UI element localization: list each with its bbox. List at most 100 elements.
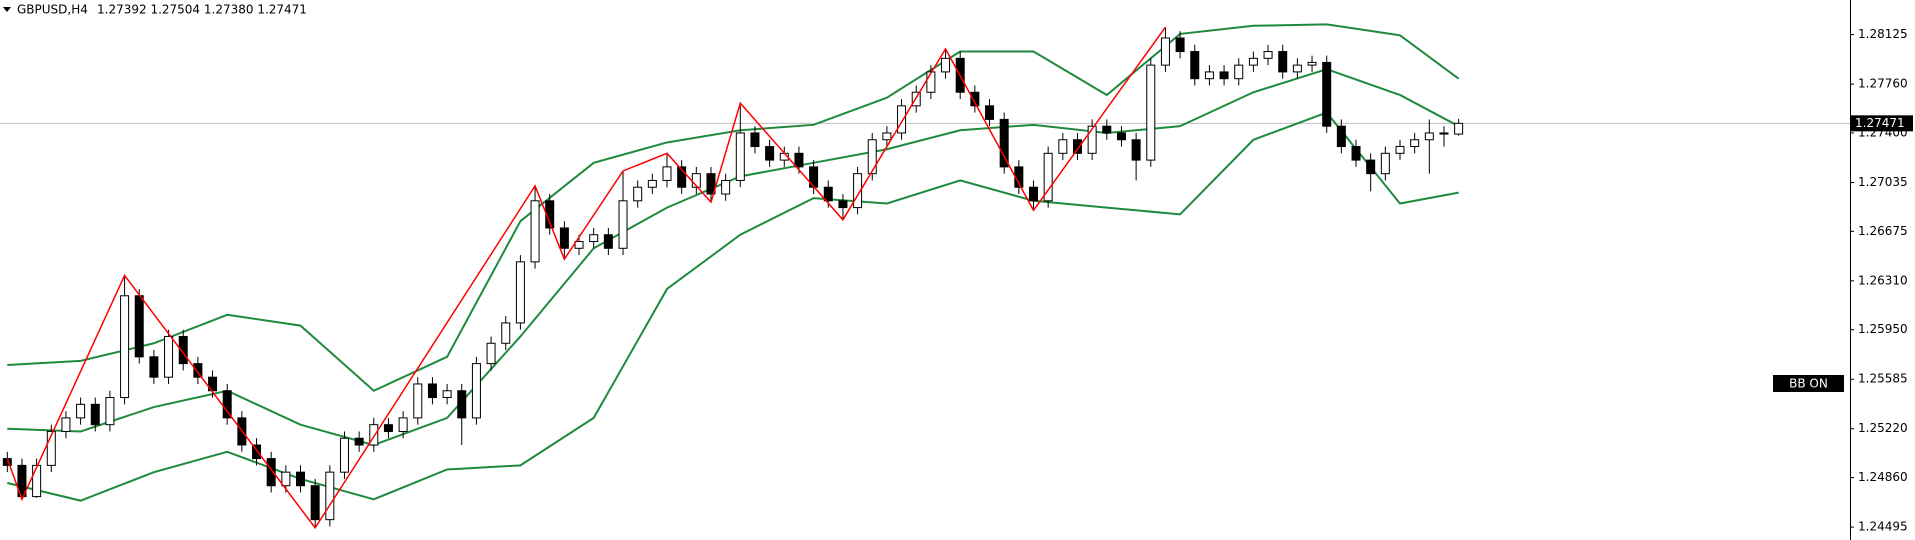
- candle-body: [1146, 64, 1156, 161]
- candle-body: [354, 437, 364, 446]
- candle-body: [970, 91, 980, 107]
- candle-body: [647, 179, 657, 188]
- candle-body: [530, 200, 540, 263]
- candle-body: [1072, 139, 1082, 154]
- y-tick-label: 1.27760: [1858, 77, 1908, 91]
- candle-body: [574, 241, 584, 249]
- candle-body: [765, 146, 775, 161]
- candle-body: [662, 166, 672, 181]
- candle-body: [61, 417, 71, 432]
- candle-body: [1410, 139, 1420, 148]
- candle-body: [853, 173, 863, 209]
- candle-body: [1439, 132, 1449, 135]
- candle-body: [794, 152, 804, 168]
- candle-body: [941, 57, 951, 73]
- candle-body: [1102, 125, 1112, 134]
- candle-body: [222, 390, 232, 419]
- candle-body: [1160, 37, 1170, 66]
- y-tick-label: 1.28125: [1858, 27, 1908, 41]
- candle-body: [427, 383, 437, 399]
- candle-body: [750, 132, 760, 148]
- candle-body: [134, 295, 144, 358]
- candle-body: [633, 186, 643, 202]
- candle-body: [457, 390, 467, 419]
- candle-body: [1234, 64, 1244, 80]
- candle-body: [1190, 51, 1200, 80]
- candle-body: [999, 118, 1009, 168]
- y-tick-label: 1.25585: [1858, 372, 1908, 386]
- candle-body: [105, 397, 115, 426]
- candle-body: [926, 71, 936, 93]
- candle-body: [369, 424, 379, 446]
- y-tick-label: 1.24495: [1858, 520, 1908, 534]
- candle-body: [339, 437, 349, 473]
- candle-body: [559, 227, 569, 249]
- candle-body: [1204, 71, 1214, 80]
- candle-body: [193, 363, 203, 378]
- bb-button[interactable]: [1773, 375, 1844, 392]
- candle-body: [310, 485, 320, 521]
- candle-body: [1380, 152, 1390, 175]
- candle-body: [1424, 132, 1434, 141]
- candle-body: [149, 356, 159, 378]
- candle-body: [1263, 51, 1273, 59]
- candle-body: [1307, 61, 1317, 66]
- candle-body: [383, 424, 393, 432]
- y-tick-label: 1.27035: [1858, 175, 1908, 189]
- candle-body: [1087, 125, 1097, 154]
- candle-body: [266, 458, 276, 487]
- last-price-box: [1851, 115, 1913, 132]
- candle-body: [120, 295, 130, 399]
- candle-body: [1116, 132, 1126, 141]
- candle-body: [603, 234, 613, 249]
- candle-body: [90, 403, 100, 426]
- candle-body: [838, 200, 848, 209]
- candle-body: [897, 105, 907, 134]
- candle-body: [1336, 125, 1346, 148]
- zigzag: [6, 26, 1167, 530]
- candle-body: [1248, 57, 1258, 66]
- candle-body: [1351, 146, 1361, 161]
- candle-body: [32, 464, 42, 498]
- candle-body: [515, 261, 525, 324]
- candle-body: [882, 132, 892, 141]
- y-tick-label: 1.25220: [1858, 421, 1908, 435]
- candle-body: [1029, 186, 1038, 202]
- candle-body: [1131, 139, 1141, 161]
- candle-body: [1366, 159, 1376, 175]
- y-tick-label: 1.26675: [1858, 224, 1908, 238]
- candle-body: [1175, 37, 1185, 53]
- candle-body: [706, 173, 716, 195]
- candle-body: [486, 342, 496, 365]
- candle-body: [442, 390, 452, 399]
- candle-body: [296, 471, 305, 487]
- candle-body: [471, 363, 481, 419]
- candle-body: [17, 464, 27, 498]
- candle-body: [76, 403, 86, 419]
- candle-body: [252, 444, 262, 460]
- candle-body: [721, 179, 731, 195]
- candle-body: [281, 471, 291, 487]
- menu-arrow[interactable]: [3, 7, 11, 12]
- last-price-label: 1.27471: [1855, 116, 1905, 130]
- candle-body: [867, 139, 877, 175]
- candle-body: [413, 383, 423, 419]
- candle-body: [178, 335, 188, 365]
- candle-body: [1292, 64, 1302, 73]
- candle-body: [589, 234, 599, 243]
- candle-body: [985, 105, 995, 120]
- candle-body: [1278, 51, 1288, 73]
- y-tick-label: 1.24860: [1858, 470, 1908, 484]
- candle-body: [46, 430, 56, 466]
- header-ohlc: 1.27392 1.27504 1.27380 1.27471: [97, 3, 307, 17]
- bb-button-label[interactable]: BB ON: [1789, 377, 1828, 391]
- candle-body: [398, 417, 408, 432]
- candle-body: [1043, 152, 1053, 202]
- candle-body: [1322, 61, 1332, 127]
- candle-body: [164, 335, 174, 378]
- symbol: GBPUSD,H4: [17, 3, 88, 17]
- candle-body: [677, 166, 687, 188]
- y-tick-label: 1.26310: [1858, 273, 1908, 287]
- bollinger-lower: [7, 111, 1459, 502]
- candle-body: [823, 186, 833, 202]
